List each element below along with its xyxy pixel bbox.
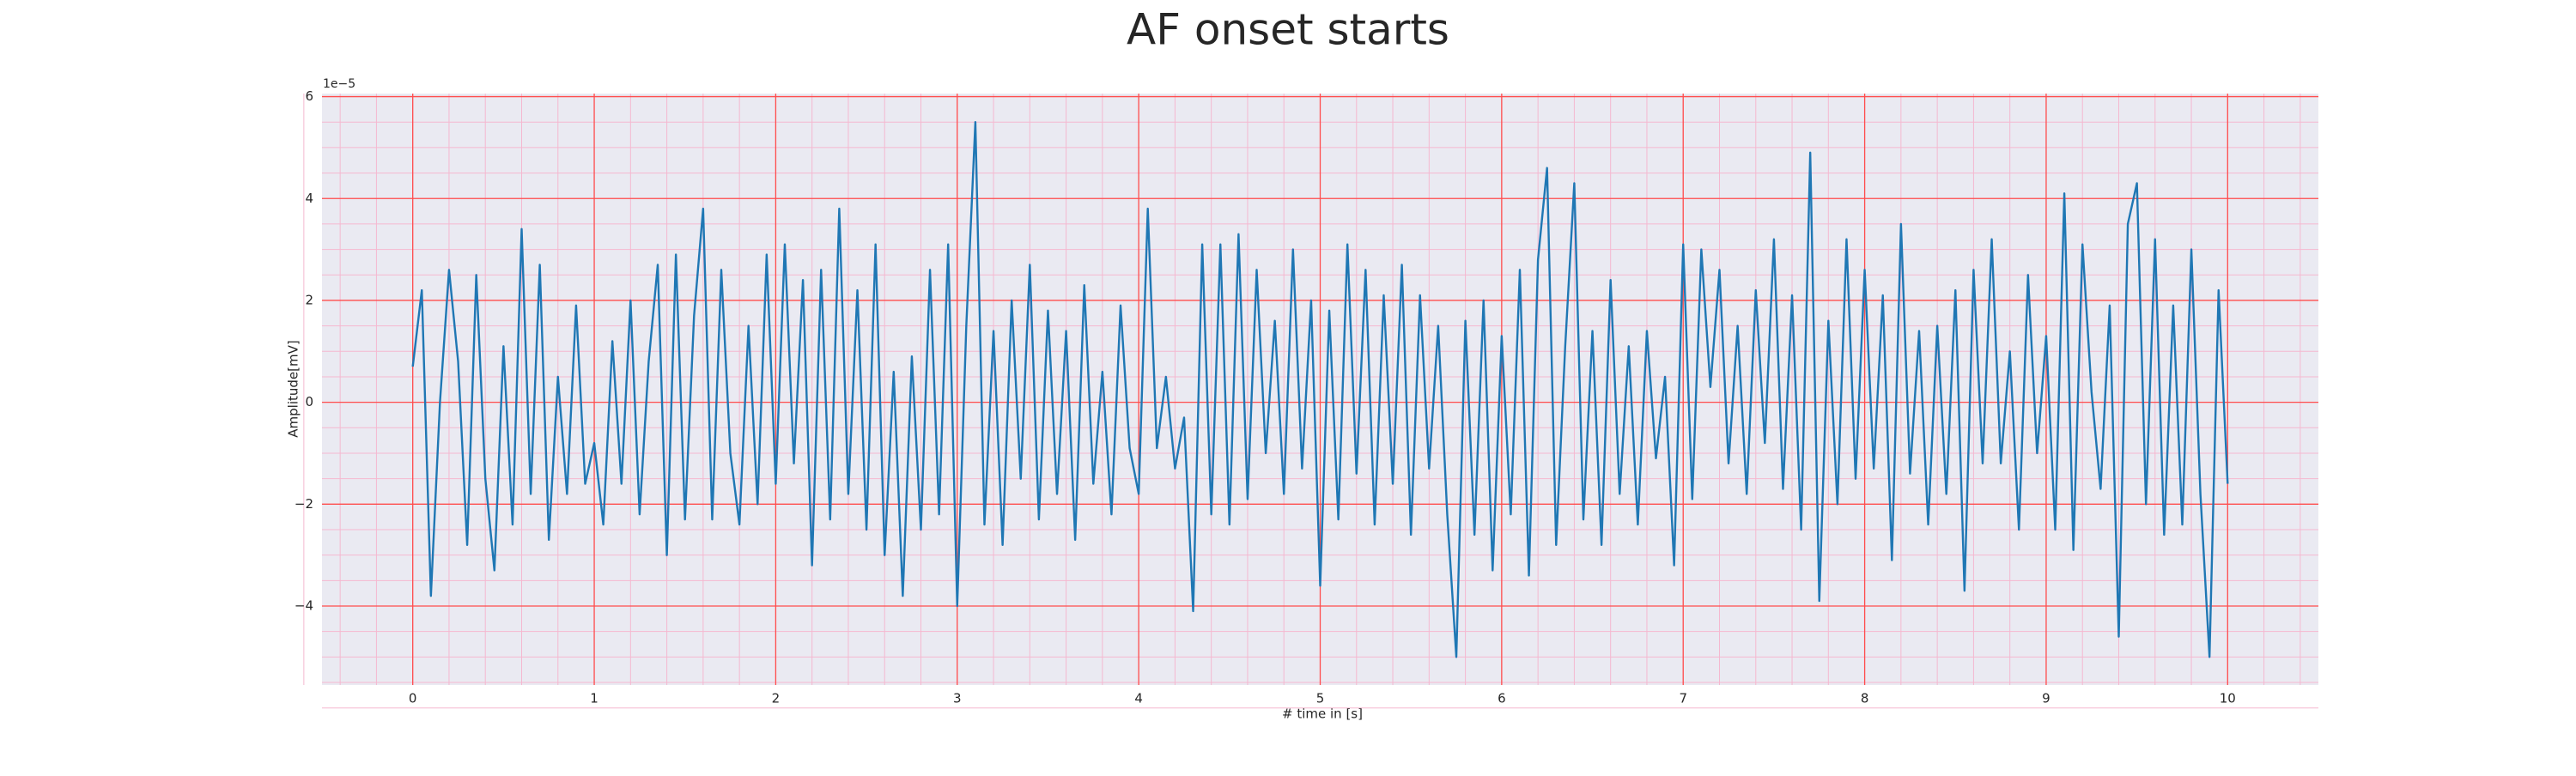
x-tick-label: 5 xyxy=(1316,691,1325,706)
x-tick-label: 6 xyxy=(1498,691,1506,706)
x-tick-label: 7 xyxy=(1679,691,1687,706)
y-tick-label: −4 xyxy=(295,598,313,614)
signal-line xyxy=(411,121,2229,658)
y-axis-label: Amplitude[mV] xyxy=(286,340,301,437)
y-tick-label: −2 xyxy=(295,496,313,512)
x-tick-label: 3 xyxy=(953,691,962,706)
x-tick-label: 4 xyxy=(1134,691,1143,706)
chart-title: AF onset starts xyxy=(1127,5,1449,55)
y-tick-label: 4 xyxy=(305,191,313,206)
x-axis-label: # time in [s] xyxy=(1282,706,1363,722)
x-tick-label: 2 xyxy=(772,691,781,706)
y-tick-label: 0 xyxy=(305,394,313,409)
x-tick-label: 0 xyxy=(409,691,417,706)
y-tick-label: 6 xyxy=(305,88,313,104)
x-tick-label: 10 xyxy=(2220,691,2236,706)
x-tick-label: 1 xyxy=(590,691,598,706)
x-tick-label: 8 xyxy=(1861,691,1869,706)
y-tick-label: 2 xyxy=(305,292,313,307)
x-tick-label: 9 xyxy=(2042,691,2050,706)
y-offset-label: 1e−5 xyxy=(323,77,355,91)
